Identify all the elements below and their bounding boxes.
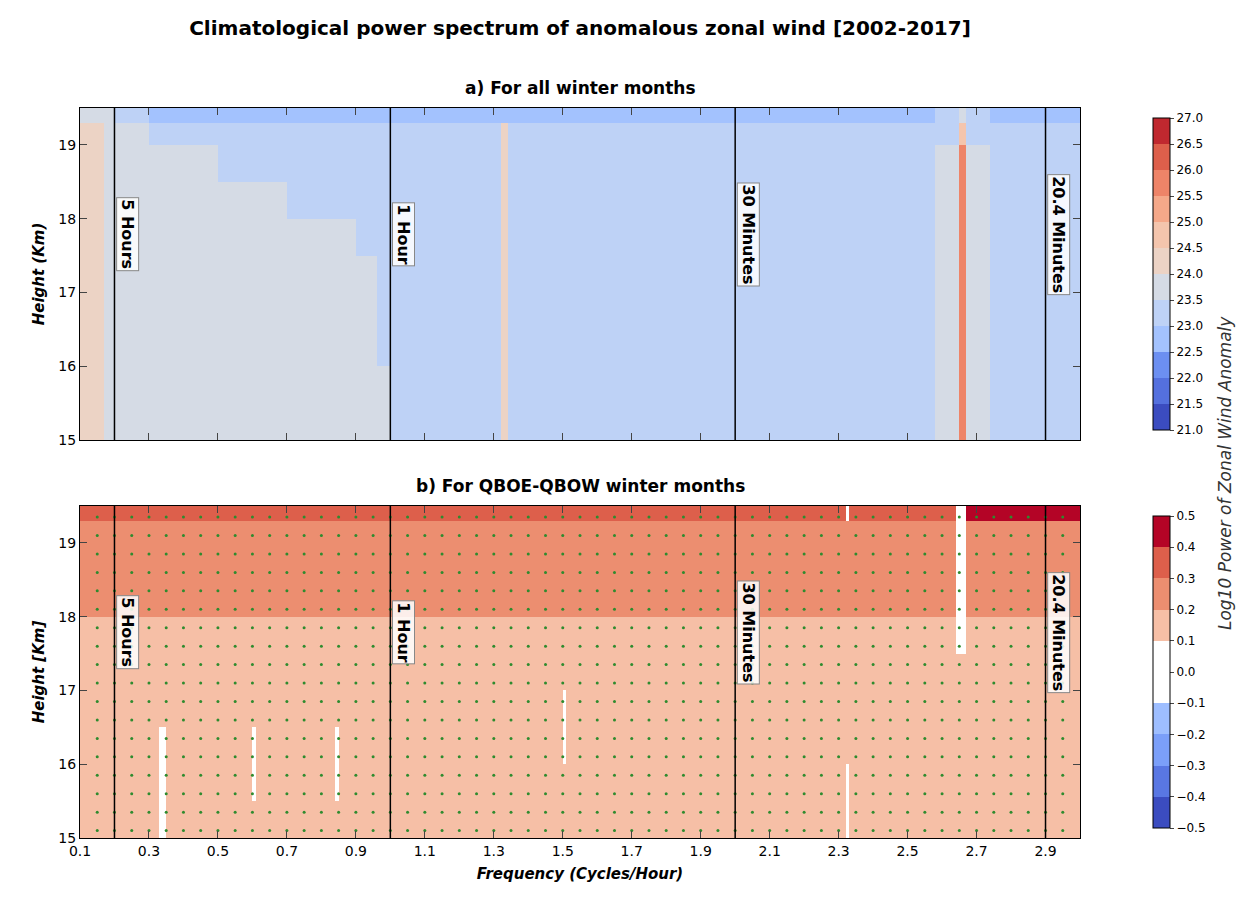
svg-text:16: 16 xyxy=(58,756,76,772)
svg-text:0.9: 0.9 xyxy=(345,843,367,859)
svg-text:0.3: 0.3 xyxy=(138,843,160,859)
svg-text:17: 17 xyxy=(58,682,76,698)
svg-text:2.5: 2.5 xyxy=(896,843,918,859)
svg-text:−0.4: −0.4 xyxy=(1176,790,1205,804)
svg-text:30 Minutes: 30 Minutes xyxy=(739,582,758,682)
svg-text:15: 15 xyxy=(58,830,76,846)
svg-text:Height (Km): Height (Km) xyxy=(30,223,48,326)
svg-text:Climatological power spectrum: Climatological power spectrum of anomalo… xyxy=(189,16,971,40)
svg-text:20.4 Minutes: 20.4 Minutes xyxy=(1049,574,1068,691)
svg-text:26.0: 26.0 xyxy=(1176,163,1203,177)
svg-text:16: 16 xyxy=(58,358,76,374)
svg-text:19: 19 xyxy=(58,535,76,551)
svg-text:5 Hours: 5 Hours xyxy=(118,199,137,269)
svg-text:Frequency (Cycles/Hour): Frequency (Cycles/Hour) xyxy=(477,865,683,883)
svg-text:−0.5: −0.5 xyxy=(1176,821,1205,835)
svg-text:19: 19 xyxy=(58,137,76,153)
svg-text:20.4 Minutes: 20.4 Minutes xyxy=(1049,176,1068,293)
svg-text:18: 18 xyxy=(58,609,76,625)
svg-text:17: 17 xyxy=(58,284,76,300)
svg-text:0.3: 0.3 xyxy=(1176,572,1195,586)
svg-text:0.0: 0.0 xyxy=(1176,665,1195,679)
svg-text:15: 15 xyxy=(58,432,76,448)
svg-text:22.0: 22.0 xyxy=(1176,371,1203,385)
svg-text:1 Hour: 1 Hour xyxy=(394,602,413,662)
svg-text:27.0: 27.0 xyxy=(1176,111,1203,125)
svg-text:Height [Km]: Height [Km] xyxy=(30,621,48,724)
svg-text:25.0: 25.0 xyxy=(1176,215,1203,229)
svg-text:21.0: 21.0 xyxy=(1176,423,1203,437)
svg-text:24.5: 24.5 xyxy=(1176,241,1203,255)
svg-text:1.3: 1.3 xyxy=(483,843,505,859)
svg-text:0.7: 0.7 xyxy=(276,843,298,859)
svg-text:30 Minutes: 30 Minutes xyxy=(739,184,758,284)
svg-text:Log10 Power of Zonal Wind Anom: Log10 Power of Zonal Wind Anomaly xyxy=(1215,316,1235,630)
svg-text:5 Hours: 5 Hours xyxy=(118,597,137,667)
svg-text:2.9: 2.9 xyxy=(1034,843,1056,859)
svg-text:b) For QBOE-QBOW winter months: b) For QBOE-QBOW winter months xyxy=(416,476,745,496)
svg-text:24.0: 24.0 xyxy=(1176,267,1203,281)
svg-text:0.1: 0.1 xyxy=(1176,634,1195,648)
svg-text:−0.3: −0.3 xyxy=(1176,759,1205,773)
svg-text:26.5: 26.5 xyxy=(1176,137,1203,151)
svg-text:1 Hour: 1 Hour xyxy=(394,204,413,264)
svg-text:2.7: 2.7 xyxy=(965,843,987,859)
svg-text:21.5: 21.5 xyxy=(1176,397,1203,411)
svg-text:22.5: 22.5 xyxy=(1176,345,1203,359)
svg-text:1.5: 1.5 xyxy=(552,843,574,859)
svg-text:23.5: 23.5 xyxy=(1176,293,1203,307)
svg-text:−0.1: −0.1 xyxy=(1176,696,1205,710)
svg-text:18: 18 xyxy=(58,211,76,227)
svg-text:1.7: 1.7 xyxy=(621,843,643,859)
svg-text:0.4: 0.4 xyxy=(1176,540,1195,554)
svg-text:a) For all winter months: a) For all winter months xyxy=(465,78,696,98)
svg-text:−0.2: −0.2 xyxy=(1176,728,1205,742)
svg-text:25.5: 25.5 xyxy=(1176,189,1203,203)
svg-text:2.1: 2.1 xyxy=(759,843,781,859)
svg-text:0.2: 0.2 xyxy=(1176,603,1195,617)
svg-text:0.1: 0.1 xyxy=(69,843,91,859)
svg-text:0.5: 0.5 xyxy=(1176,509,1195,523)
svg-text:0.5: 0.5 xyxy=(207,843,229,859)
svg-text:1.1: 1.1 xyxy=(414,843,436,859)
svg-text:1.9: 1.9 xyxy=(690,843,712,859)
svg-text:23.0: 23.0 xyxy=(1176,319,1203,333)
svg-text:2.3: 2.3 xyxy=(827,843,849,859)
